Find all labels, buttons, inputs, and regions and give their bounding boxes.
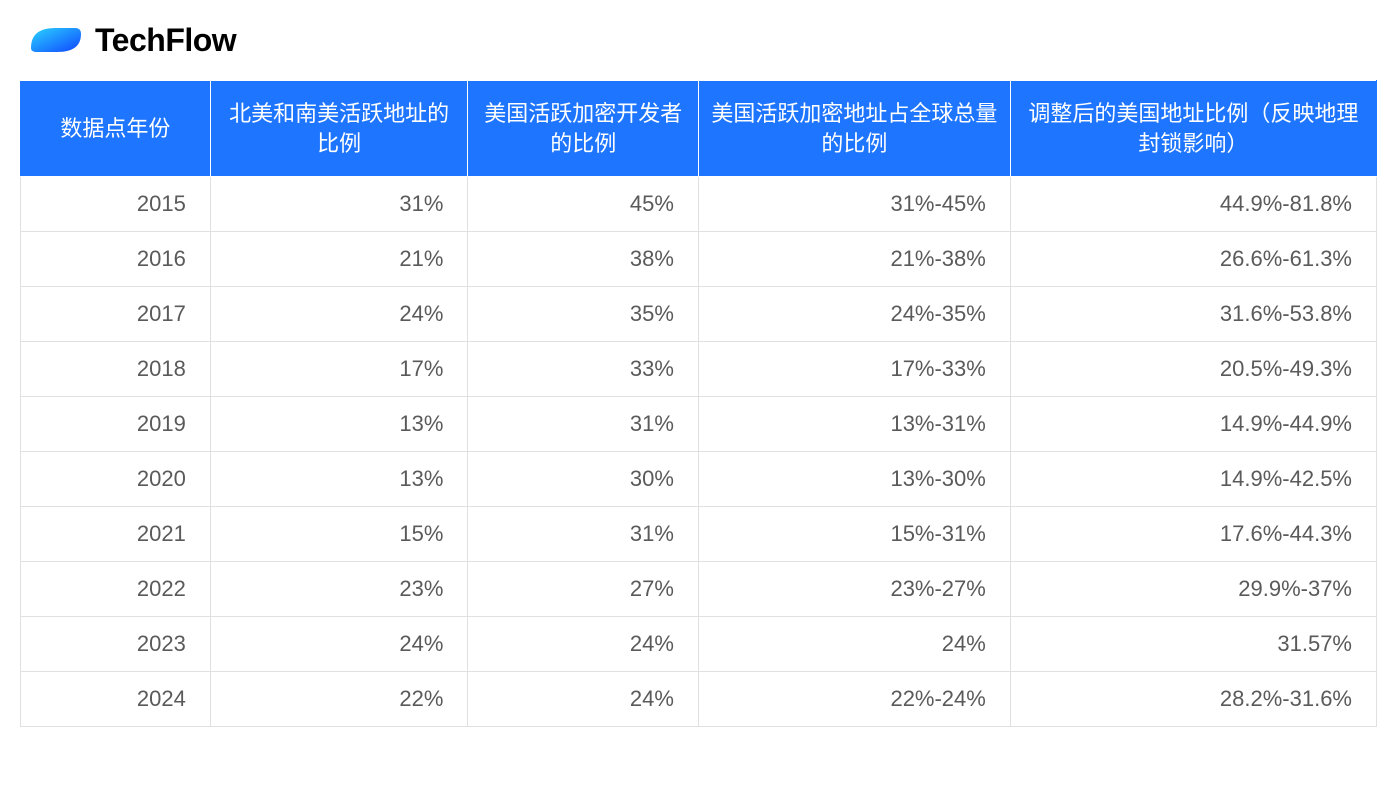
cell-adjusted: 26.6%-61.3%	[1010, 232, 1376, 287]
techflow-leaf-icon	[25, 20, 85, 60]
cell-us-global: 13%-30%	[698, 452, 1010, 507]
cell-us-global: 13%-31%	[698, 397, 1010, 452]
cell-americas: 23%	[210, 562, 468, 617]
table-row: 2022 23% 27% 23%-27% 29.9%-37%	[21, 562, 1377, 617]
cell-americas: 31%	[210, 177, 468, 232]
cell-americas: 21%	[210, 232, 468, 287]
cell-adjusted: 44.9%-81.8%	[1010, 177, 1376, 232]
table-row: 2015 31% 45% 31%-45% 44.9%-81.8%	[21, 177, 1377, 232]
table-header-row: 数据点年份 北美和南美活跃地址的比例 美国活跃加密开发者的比例 美国活跃加密地址…	[21, 81, 1377, 177]
cell-year: 2016	[21, 232, 211, 287]
cell-us-devs: 24%	[468, 672, 699, 727]
cell-americas: 24%	[210, 287, 468, 342]
cell-adjusted: 29.9%-37%	[1010, 562, 1376, 617]
brand-name: TechFlow	[95, 22, 236, 59]
cell-us-devs: 31%	[468, 507, 699, 562]
cell-year: 2021	[21, 507, 211, 562]
cell-adjusted: 20.5%-49.3%	[1010, 342, 1376, 397]
table-row: 2016 21% 38% 21%-38% 26.6%-61.3%	[21, 232, 1377, 287]
cell-us-global: 17%-33%	[698, 342, 1010, 397]
table-row: 2024 22% 24% 22%-24% 28.2%-31.6%	[21, 672, 1377, 727]
cell-us-devs: 31%	[468, 397, 699, 452]
cell-us-global: 15%-31%	[698, 507, 1010, 562]
cell-americas: 15%	[210, 507, 468, 562]
col-header-americas-active: 北美和南美活跃地址的比例	[210, 81, 468, 177]
cell-us-global: 31%-45%	[698, 177, 1010, 232]
cell-year: 2017	[21, 287, 211, 342]
cell-year: 2019	[21, 397, 211, 452]
cell-year: 2015	[21, 177, 211, 232]
cell-us-devs: 24%	[468, 617, 699, 672]
col-header-adjusted-us: 调整后的美国地址比例（反映地理封锁影响）	[1010, 81, 1376, 177]
cell-us-devs: 38%	[468, 232, 699, 287]
table-row: 2021 15% 31% 15%-31% 17.6%-44.3%	[21, 507, 1377, 562]
cell-us-devs: 27%	[468, 562, 699, 617]
cell-us-devs: 45%	[468, 177, 699, 232]
cell-year: 2023	[21, 617, 211, 672]
cell-year: 2020	[21, 452, 211, 507]
table-row: 2023 24% 24% 24% 31.57%	[21, 617, 1377, 672]
col-header-us-addresses-global: 美国活跃加密地址占全球总量的比例	[698, 81, 1010, 177]
table-row: 2020 13% 30% 13%-30% 14.9%-42.5%	[21, 452, 1377, 507]
table-row: 2019 13% 31% 13%-31% 14.9%-44.9%	[21, 397, 1377, 452]
cell-us-global: 23%-27%	[698, 562, 1010, 617]
data-table: 数据点年份 北美和南美活跃地址的比例 美国活跃加密开发者的比例 美国活跃加密地址…	[20, 80, 1377, 727]
cell-us-global: 24%-35%	[698, 287, 1010, 342]
cell-year: 2024	[21, 672, 211, 727]
table-body: 2015 31% 45% 31%-45% 44.9%-81.8% 2016 21…	[21, 177, 1377, 727]
table-row: 2018 17% 33% 17%-33% 20.5%-49.3%	[21, 342, 1377, 397]
cell-adjusted: 17.6%-44.3%	[1010, 507, 1376, 562]
cell-us-global: 21%-38%	[698, 232, 1010, 287]
cell-us-devs: 33%	[468, 342, 699, 397]
cell-americas: 13%	[210, 452, 468, 507]
cell-americas: 17%	[210, 342, 468, 397]
cell-us-global: 22%-24%	[698, 672, 1010, 727]
cell-americas: 13%	[210, 397, 468, 452]
cell-us-devs: 30%	[468, 452, 699, 507]
col-header-us-devs: 美国活跃加密开发者的比例	[468, 81, 699, 177]
cell-adjusted: 28.2%-31.6%	[1010, 672, 1376, 727]
cell-adjusted: 31.57%	[1010, 617, 1376, 672]
cell-adjusted: 31.6%-53.8%	[1010, 287, 1376, 342]
table-row: 2017 24% 35% 24%-35% 31.6%-53.8%	[21, 287, 1377, 342]
cell-adjusted: 14.9%-42.5%	[1010, 452, 1376, 507]
cell-americas: 22%	[210, 672, 468, 727]
cell-year: 2022	[21, 562, 211, 617]
brand-logo: TechFlow	[20, 20, 1377, 60]
cell-us-devs: 35%	[468, 287, 699, 342]
cell-adjusted: 14.9%-44.9%	[1010, 397, 1376, 452]
cell-year: 2018	[21, 342, 211, 397]
col-header-year: 数据点年份	[21, 81, 211, 177]
cell-us-global: 24%	[698, 617, 1010, 672]
cell-americas: 24%	[210, 617, 468, 672]
